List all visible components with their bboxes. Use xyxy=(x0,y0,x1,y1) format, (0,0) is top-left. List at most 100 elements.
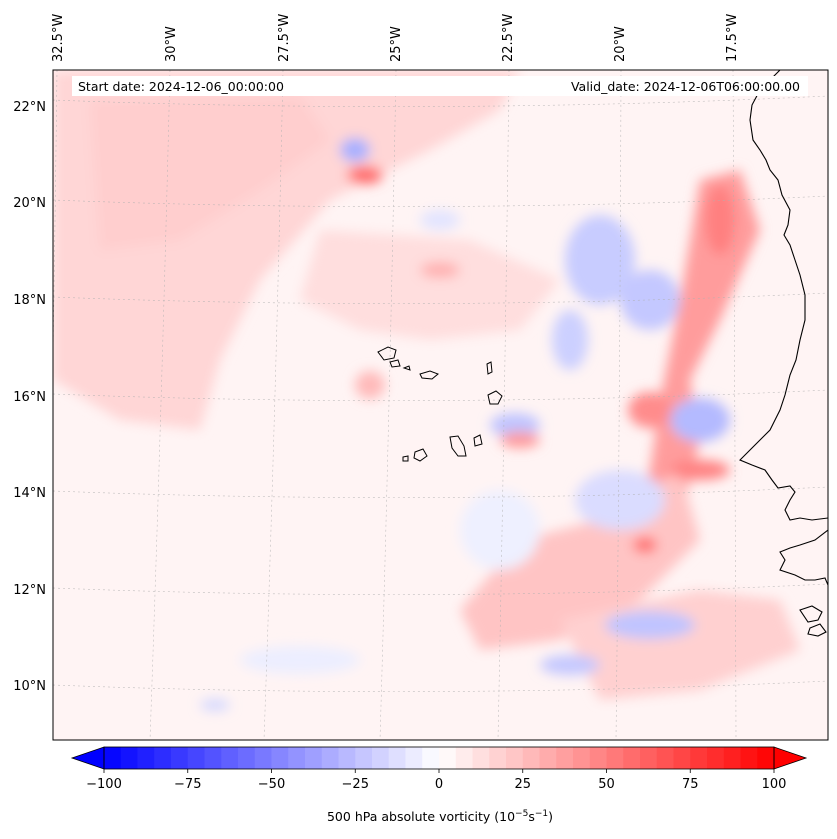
map-panel: Start date: 2024-12-06_00:00:00 Valid_da… xyxy=(53,70,828,740)
africa-coastline xyxy=(739,70,828,521)
colorbar-tick-label: 100 xyxy=(762,777,787,792)
colorbar-cell xyxy=(707,747,725,769)
lat-label-22n: 22°N xyxy=(13,100,46,115)
negative-blob-1 xyxy=(565,215,635,305)
positive-spot-3 xyxy=(628,392,672,428)
colorbar-cell xyxy=(539,747,557,769)
colorbar-cell xyxy=(104,747,122,769)
colorbar-tick-label: −50 xyxy=(258,777,285,792)
colorbar-tick-label: 0 xyxy=(435,777,443,792)
colorbar-cell xyxy=(338,747,356,769)
colorbar-min-extension xyxy=(70,746,105,770)
negative-blob-7 xyxy=(605,611,695,639)
lat-label-10n: 10°N xyxy=(13,679,46,694)
parallel-16n xyxy=(53,389,828,401)
colorbar-cell xyxy=(757,747,775,769)
colorbar-cell xyxy=(690,747,708,769)
colorbar-tick-label: 50 xyxy=(598,777,615,792)
negative-blob-13 xyxy=(460,490,540,570)
colorbar-cell xyxy=(740,747,758,769)
island-santo-antao xyxy=(377,346,397,361)
colorbar-cell xyxy=(355,747,373,769)
colorbar-cell xyxy=(606,747,624,769)
colorbar-title: 500 hPa absolute vorticity (10−5s−1) xyxy=(327,809,553,824)
colorbar-cell xyxy=(221,747,239,769)
negative-blob-3 xyxy=(552,310,588,370)
positive-spot-6 xyxy=(500,432,540,448)
colorbar-tick-label: 25 xyxy=(514,777,531,792)
longitude-labels: 32.5°W 30°W 27.5°W 25°W 22.5°W 20°W 17.5… xyxy=(51,14,740,62)
island-boa-vista xyxy=(487,390,503,405)
negative-blob-6 xyxy=(575,470,665,530)
positive-filament-coast xyxy=(610,170,760,560)
colorbar-cell xyxy=(238,747,256,769)
parallel-14n xyxy=(53,486,828,498)
colorbar-cell xyxy=(723,747,741,769)
lon-label-17-5w: 17.5°W xyxy=(725,14,740,62)
colorbar-cell xyxy=(171,747,189,769)
colorbar-cell xyxy=(271,747,289,769)
island-santiago xyxy=(449,435,467,457)
negative-blob-8 xyxy=(540,655,600,675)
vorticity-field xyxy=(53,70,800,711)
colorbar-tick-label: −75 xyxy=(174,777,201,792)
colorbar-cell xyxy=(573,747,591,769)
colorbar-tick-label: 75 xyxy=(682,777,699,792)
colorbar-cell xyxy=(321,747,339,769)
colorbar-tick-label: −100 xyxy=(86,777,122,792)
negative-blob-11 xyxy=(240,646,360,674)
positive-band-center xyxy=(300,230,560,340)
island-sal xyxy=(486,361,493,375)
guinea-bissau-islands xyxy=(799,605,827,637)
island-fogo xyxy=(413,448,428,462)
map-border xyxy=(52,69,829,741)
colorbar-cell xyxy=(640,747,658,769)
colorbar-cell xyxy=(439,747,457,769)
colorbar-cell xyxy=(405,747,423,769)
colorbar-cell xyxy=(422,747,440,769)
colorbar-cell xyxy=(556,747,574,769)
colorbar-cell xyxy=(388,747,406,769)
header-band xyxy=(72,76,808,96)
positive-region-north xyxy=(90,95,330,250)
colorbar-cell xyxy=(455,747,473,769)
lat-label-12n: 12°N xyxy=(13,583,46,598)
colorbar-cell xyxy=(204,747,222,769)
positive-spot-2 xyxy=(705,185,735,255)
senegambia-coast xyxy=(779,529,828,586)
colorbar-cell xyxy=(187,747,205,769)
negative-blob-10 xyxy=(420,210,460,230)
lat-label-16n: 16°N xyxy=(13,390,46,405)
colorbar-cell xyxy=(489,747,507,769)
island-maio xyxy=(473,434,483,447)
negative-blob-12 xyxy=(200,699,230,711)
lon-label-22-5w: 22.5°W xyxy=(501,14,516,62)
negative-blob-4 xyxy=(670,398,730,442)
lon-label-27-5w: 27.5°W xyxy=(277,14,292,62)
negative-blob-5 xyxy=(490,413,540,437)
colorbar-tick-label: −25 xyxy=(342,777,369,792)
colorbar-cell xyxy=(673,747,691,769)
negative-blob-2 xyxy=(620,270,680,330)
lon-label-20w: 20°W xyxy=(613,26,628,62)
colorbar-cell xyxy=(372,747,390,769)
lon-label-30w: 30°W xyxy=(164,26,179,62)
colorbar-cell xyxy=(656,747,674,769)
valid-date-label: Valid_date: 2024-12-06T06:00:00.00 xyxy=(571,79,800,94)
lat-label-18n: 18°N xyxy=(13,293,46,308)
island-sao-vicente xyxy=(389,359,401,368)
colorbar-cell xyxy=(623,747,641,769)
latitude-labels: 22°N 20°N 18°N 16°N 14°N 12°N 10°N xyxy=(13,100,46,694)
colorbar-cell xyxy=(137,747,155,769)
lat-label-20n: 20°N xyxy=(13,196,46,211)
lat-label-14n: 14°N xyxy=(13,486,46,501)
island-brava xyxy=(402,455,409,462)
positive-spot-1 xyxy=(347,166,383,184)
cape-verde-islands xyxy=(377,346,503,462)
colorbar-cell xyxy=(305,747,323,769)
positive-spot-5 xyxy=(633,537,657,553)
colorbar-cell xyxy=(589,747,607,769)
positive-spot-8 xyxy=(355,371,385,399)
lon-label-25w: 25°W xyxy=(389,26,404,62)
